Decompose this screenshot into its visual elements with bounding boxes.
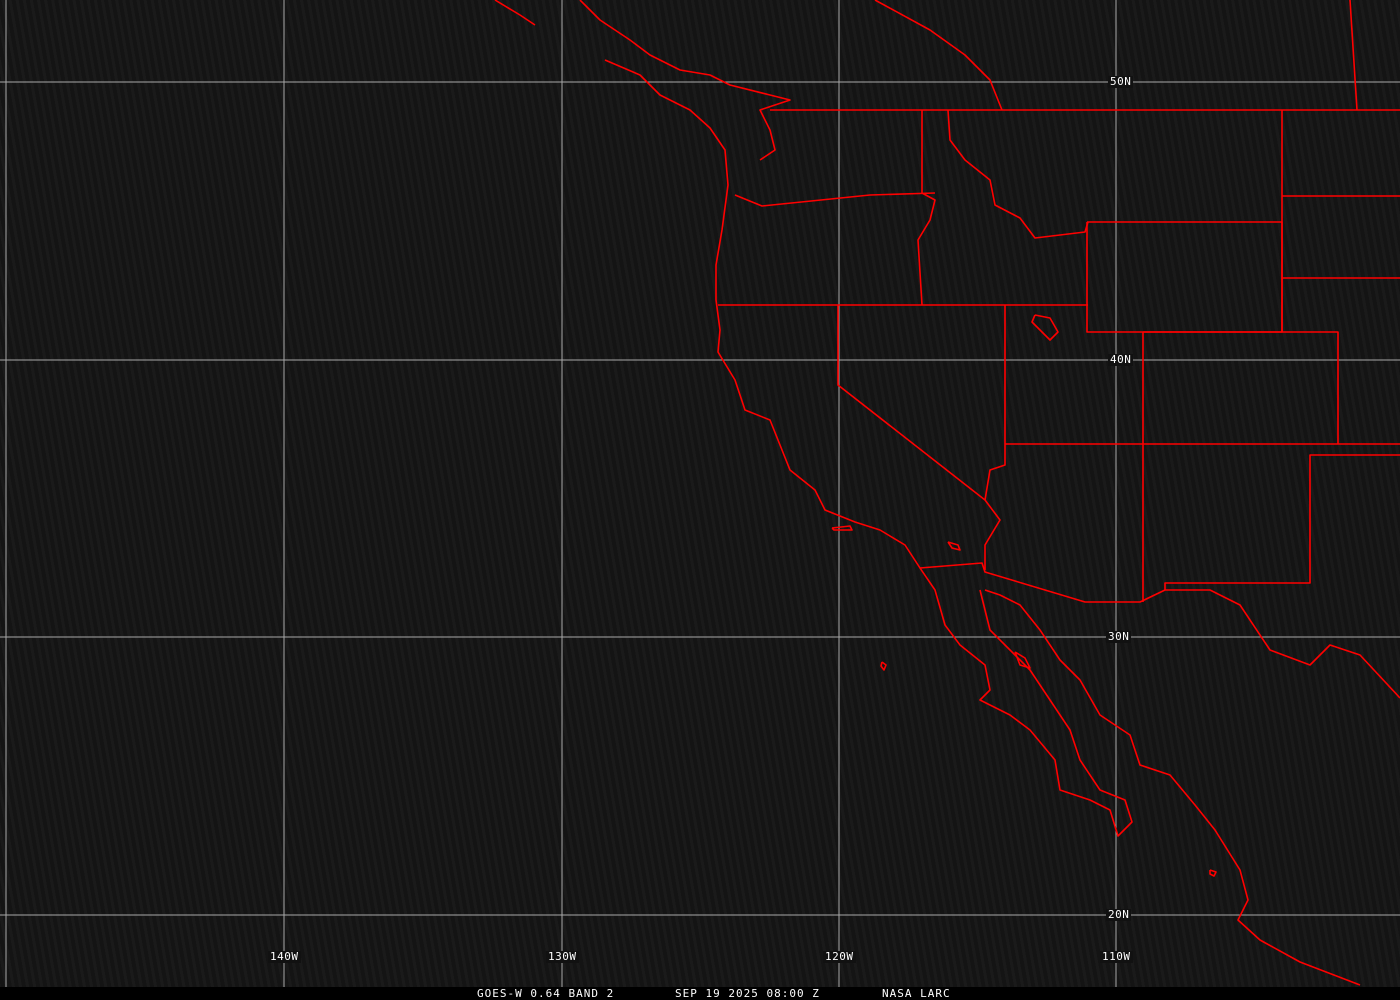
canada-internal-border — [874, 0, 1003, 111]
nv-east-border — [984, 305, 1006, 501]
salton-sea — [947, 541, 961, 551]
island-revillagigedo — [1209, 869, 1217, 877]
nm-east-border — [1164, 454, 1400, 590]
lon-label-110w: 110W — [1100, 950, 1133, 963]
lon-label-130w: 130W — [546, 950, 579, 963]
image-caption-bar: GOES-W 0.64 BAND 2 SEP 19 2025 08:00 Z N… — [0, 987, 1400, 1000]
canada-internal-border-2 — [1349, 0, 1358, 111]
lon-label-140w: 140W — [268, 950, 301, 963]
channel-islands — [831, 525, 853, 531]
us-mexico-border — [919, 562, 1400, 699]
coastline-bc-north — [579, 0, 791, 161]
island-guadalupe — [880, 661, 887, 671]
idaho-west-border — [917, 110, 936, 306]
idaho-montana-border — [947, 109, 1089, 239]
lat-label-40n: 40N — [1108, 353, 1134, 366]
coastline-bc — [494, 0, 536, 26]
lon-label-120w: 120W — [823, 950, 856, 963]
lat-label-50n: 50N — [1108, 75, 1134, 88]
source-label: NASA LARC — [882, 987, 951, 1000]
colorado-border — [1143, 331, 1339, 444]
great-salt-lake — [1031, 314, 1059, 341]
island-tiburon — [1014, 651, 1031, 669]
ca-nv-border — [837, 305, 1001, 570]
coastline-west — [604, 59, 1133, 837]
lat-label-30n: 30N — [1106, 630, 1132, 643]
coastline-mexico-mainland — [984, 589, 1361, 986]
wa-or-border — [734, 192, 936, 207]
lat-label-20n: 20N — [1106, 908, 1132, 921]
product-label: GOES-W 0.64 BAND 2 — [477, 987, 615, 1000]
datetime-label: SEP 19 2025 08:00 Z — [675, 987, 820, 1000]
political-boundaries — [494, 0, 1400, 986]
